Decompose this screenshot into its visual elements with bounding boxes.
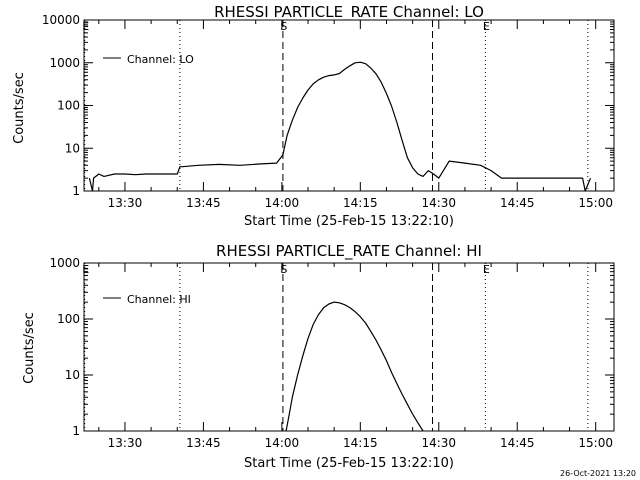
lo-x-tick-label: 13:45 [186, 196, 221, 210]
lo-x-tick-label: 15:00 [578, 196, 613, 210]
lo-y-tick-label: 100 [57, 99, 80, 113]
lo-x-axis-label: Start Time (25-Feb-15 13:22:10) [244, 214, 454, 229]
lo-chart-title: RHESSI PARTICLE_RATE Channel: LO [214, 3, 484, 22]
lo-x-tick-label: 14:00 [265, 196, 300, 210]
lo-x-tick-label: 13:30 [108, 196, 143, 210]
hi-y-tick-label: 1 [72, 424, 80, 438]
hi-x-tick-label: 15:00 [578, 436, 613, 450]
lo-channel-panel: RHESSI PARTICLE_RATE Channel: LO Counts/… [12, 3, 615, 229]
hi-x-axis-label: Start Time (25-Feb-15 13:22:10) [244, 456, 454, 471]
hi-x-tick-label: 14:15 [343, 436, 378, 450]
hi-x-tick-label: 13:45 [186, 436, 221, 450]
hi-legend-label: Channel: HI [127, 293, 191, 306]
lo-x-tick-label: 14:45 [500, 196, 535, 210]
lo-x-tick-label: 14:30 [421, 196, 456, 210]
lo-series-line [88, 61, 592, 192]
hi-y-tick-label: 100 [57, 312, 80, 326]
lo-y-tick-label: 1000 [49, 56, 80, 70]
hi-marker-label: S [280, 263, 287, 276]
hi-y-tick-label: 10 [65, 368, 80, 382]
lo-marker-label: E [483, 20, 490, 33]
hi-channel-panel: RHESSI PARTICLE_RATE Channel: HI Counts/… [22, 242, 615, 471]
lo-y-tick-label: 10000 [42, 13, 80, 27]
lo-legend-label: Channel: LO [127, 53, 194, 66]
hi-x-tick-label: 14:45 [500, 436, 535, 450]
hi-chart-title: RHESSI PARTICLE_RATE Channel: HI [216, 242, 482, 261]
lo-y-tick-label: 10 [65, 141, 80, 155]
hi-x-tick-label: 13:30 [108, 436, 143, 450]
hi-x-tick-label: 14:00 [265, 436, 300, 450]
lo-y-tick-label: 1 [72, 184, 80, 198]
hi-y-axis-label: Counts/sec [22, 312, 37, 384]
lo-marker-label: S [280, 20, 287, 33]
lo-plot-frame [83, 19, 615, 192]
lo-x-tick-label: 14:15 [343, 196, 378, 210]
hi-y-tick-label: 1000 [49, 256, 80, 270]
lo-y-axis-label: Counts/sec [12, 72, 27, 144]
footer-timestamp: 26-Oct-2021 13:20 [560, 469, 636, 478]
hi-marker-label: E [82, 263, 89, 276]
hi-series-line [285, 301, 424, 432]
lo-marker-label: E [82, 20, 89, 33]
hi-x-tick-label: 14:30 [421, 436, 456, 450]
hi-plot-frame [83, 262, 615, 432]
hi-marker-label: E [483, 263, 490, 276]
